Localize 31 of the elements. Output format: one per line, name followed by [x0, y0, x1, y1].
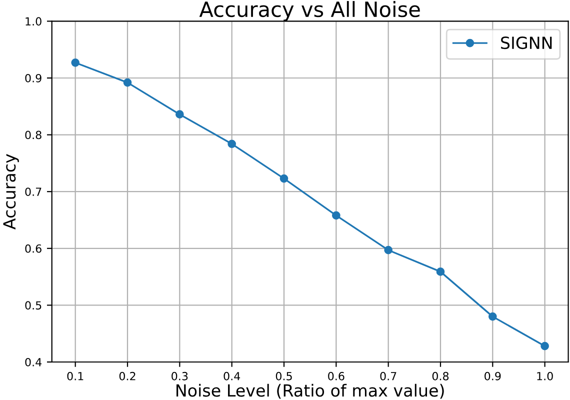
y-tick-label: 0.9: [25, 74, 42, 82]
point: [123, 78, 132, 87]
y-tick-label: 0.6: [25, 244, 42, 253]
x-tick-label: 0.2: [119, 372, 136, 380]
y-tick-label: 0.7: [25, 188, 42, 196]
y-tick-label: 0.5: [25, 301, 42, 310]
point: [71, 58, 80, 67]
x-tick-label: 0.6: [328, 372, 344, 380]
y-tick-label: 0.4: [25, 358, 42, 366]
x-tick-label: 0.4: [224, 372, 240, 380]
x-tick-label: 0.3: [172, 372, 188, 380]
point: [540, 342, 549, 350]
point: [176, 110, 184, 119]
x-tick-label: 0.7: [380, 372, 396, 380]
chart-title: Accuracy vs All Noise: [199, 1, 420, 22]
point: [488, 312, 497, 321]
y-axis-title: Accuracy: [3, 154, 19, 230]
point: [332, 211, 340, 220]
y-tick-label: 0.8: [25, 130, 42, 140]
point: [384, 246, 392, 254]
point: [228, 140, 236, 148]
x-tick-label: 1.0: [537, 372, 553, 380]
x-tick-label: 0.8: [432, 372, 449, 380]
x-tick-label: 0.5: [276, 372, 292, 380]
x-tick-label: 0.9: [484, 372, 501, 380]
point: [280, 174, 288, 183]
x-axis-title: Noise Level (Ratio of max value): [176, 384, 444, 399]
y-tick-label: 1.0: [26, 17, 42, 26]
legend-label: SIGNN: [501, 36, 552, 50]
x-tick-label: 0.1: [67, 372, 84, 380]
point: [436, 268, 445, 276]
